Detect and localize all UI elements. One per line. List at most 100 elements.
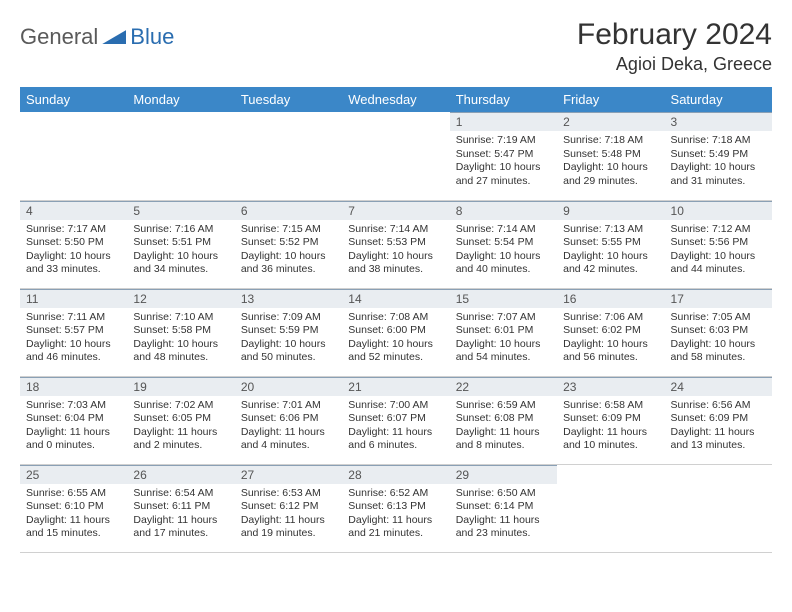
daylight-text: Daylight: 10 hours and 33 minutes. [26,250,121,277]
sunrise-text: Sunrise: 7:18 AM [671,134,766,148]
day-details: Sunrise: 7:14 AMSunset: 5:53 PMDaylight:… [342,220,449,282]
daylight-text: Daylight: 10 hours and 54 minutes. [456,338,551,365]
day-cell [665,464,772,552]
col-wed: Wednesday [342,87,449,112]
day-number: 23 [557,377,664,396]
col-fri: Friday [557,87,664,112]
day-cell: 14Sunrise: 7:08 AMSunset: 6:00 PMDayligh… [342,288,449,376]
daylight-text: Daylight: 11 hours and 10 minutes. [563,426,658,453]
day-number: 12 [127,289,234,308]
sunrise-text: Sunrise: 7:02 AM [133,399,228,413]
day-cell: 4Sunrise: 7:17 AMSunset: 5:50 PMDaylight… [20,200,127,288]
day-cell: 15Sunrise: 7:07 AMSunset: 6:01 PMDayligh… [450,288,557,376]
sunset-text: Sunset: 5:57 PM [26,324,121,338]
day-details: Sunrise: 7:08 AMSunset: 6:00 PMDaylight:… [342,308,449,370]
day-details: Sunrise: 7:05 AMSunset: 6:03 PMDaylight:… [665,308,772,370]
day-number: 17 [665,289,772,308]
day-number: 5 [127,201,234,220]
col-mon: Monday [127,87,234,112]
daylight-text: Daylight: 10 hours and 29 minutes. [563,161,658,188]
day-details: Sunrise: 7:14 AMSunset: 5:54 PMDaylight:… [450,220,557,282]
title-block: February 2024 Agioi Deka, Greece [577,18,772,75]
daylight-text: Daylight: 10 hours and 50 minutes. [241,338,336,365]
day-cell: 1Sunrise: 7:19 AMSunset: 5:47 PMDaylight… [450,112,557,200]
weekday-row: Sunday Monday Tuesday Wednesday Thursday… [20,87,772,112]
day-details: Sunrise: 7:03 AMSunset: 6:04 PMDaylight:… [20,396,127,458]
sunrise-text: Sunrise: 6:50 AM [456,487,551,501]
sunset-text: Sunset: 6:11 PM [133,500,228,514]
day-cell: 5Sunrise: 7:16 AMSunset: 5:51 PMDaylight… [127,200,234,288]
daylight-text: Daylight: 11 hours and 19 minutes. [241,514,336,541]
day-details: Sunrise: 7:06 AMSunset: 6:02 PMDaylight:… [557,308,664,370]
day-cell: 23Sunrise: 6:58 AMSunset: 6:09 PMDayligh… [557,376,664,464]
daylight-text: Daylight: 10 hours and 36 minutes. [241,250,336,277]
day-number: 3 [665,112,772,131]
daylight-text: Daylight: 11 hours and 4 minutes. [241,426,336,453]
day-number: 28 [342,465,449,484]
header: General Blue February 2024 Agioi Deka, G… [20,18,772,75]
day-details: Sunrise: 7:00 AMSunset: 6:07 PMDaylight:… [342,396,449,458]
day-number: 9 [557,201,664,220]
sunrise-text: Sunrise: 6:58 AM [563,399,658,413]
sunset-text: Sunset: 6:14 PM [456,500,551,514]
sunrise-text: Sunrise: 6:56 AM [671,399,766,413]
daylight-text: Daylight: 10 hours and 42 minutes. [563,250,658,277]
sunrise-text: Sunrise: 6:53 AM [241,487,336,501]
sunrise-text: Sunrise: 7:09 AM [241,311,336,325]
day-cell [235,112,342,200]
sunrise-text: Sunrise: 7:11 AM [26,311,121,325]
day-cell: 7Sunrise: 7:14 AMSunset: 5:53 PMDaylight… [342,200,449,288]
week-row: 18Sunrise: 7:03 AMSunset: 6:04 PMDayligh… [20,376,772,464]
day-cell: 8Sunrise: 7:14 AMSunset: 5:54 PMDaylight… [450,200,557,288]
day-number: 2 [557,112,664,131]
day-cell: 16Sunrise: 7:06 AMSunset: 6:02 PMDayligh… [557,288,664,376]
daylight-text: Daylight: 11 hours and 17 minutes. [133,514,228,541]
logo: General Blue [20,24,174,50]
day-cell: 12Sunrise: 7:10 AMSunset: 5:58 PMDayligh… [127,288,234,376]
sunrise-text: Sunrise: 7:12 AM [671,223,766,237]
day-details: Sunrise: 7:09 AMSunset: 5:59 PMDaylight:… [235,308,342,370]
sunset-text: Sunset: 6:04 PM [26,412,121,426]
day-number: 26 [127,465,234,484]
sunset-text: Sunset: 5:50 PM [26,236,121,250]
day-number: 14 [342,289,449,308]
daylight-text: Daylight: 11 hours and 0 minutes. [26,426,121,453]
day-cell: 2Sunrise: 7:18 AMSunset: 5:48 PMDaylight… [557,112,664,200]
daylight-text: Daylight: 10 hours and 40 minutes. [456,250,551,277]
day-cell: 27Sunrise: 6:53 AMSunset: 6:12 PMDayligh… [235,464,342,552]
day-cell: 19Sunrise: 7:02 AMSunset: 6:05 PMDayligh… [127,376,234,464]
sunset-text: Sunset: 6:09 PM [671,412,766,426]
calendar-body: 1Sunrise: 7:19 AMSunset: 5:47 PMDaylight… [20,112,772,552]
sunrise-text: Sunrise: 7:08 AM [348,311,443,325]
day-number: 16 [557,289,664,308]
daylight-text: Daylight: 11 hours and 6 minutes. [348,426,443,453]
page: General Blue February 2024 Agioi Deka, G… [0,0,792,553]
sunset-text: Sunset: 5:56 PM [671,236,766,250]
sunrise-text: Sunrise: 7:01 AM [241,399,336,413]
day-cell [557,464,664,552]
daylight-text: Daylight: 10 hours and 48 minutes. [133,338,228,365]
day-details: Sunrise: 7:11 AMSunset: 5:57 PMDaylight:… [20,308,127,370]
day-cell: 13Sunrise: 7:09 AMSunset: 5:59 PMDayligh… [235,288,342,376]
daylight-text: Daylight: 10 hours and 44 minutes. [671,250,766,277]
col-tue: Tuesday [235,87,342,112]
day-details: Sunrise: 7:12 AMSunset: 5:56 PMDaylight:… [665,220,772,282]
logo-word1: General [20,24,98,50]
sunrise-text: Sunrise: 6:59 AM [456,399,551,413]
day-number: 22 [450,377,557,396]
day-number: 4 [20,201,127,220]
daylight-text: Daylight: 11 hours and 13 minutes. [671,426,766,453]
day-cell: 22Sunrise: 6:59 AMSunset: 6:08 PMDayligh… [450,376,557,464]
day-number: 10 [665,201,772,220]
month-title: February 2024 [577,18,772,52]
sunrise-text: Sunrise: 7:10 AM [133,311,228,325]
sunset-text: Sunset: 6:10 PM [26,500,121,514]
daylight-text: Daylight: 10 hours and 34 minutes. [133,250,228,277]
day-number: 7 [342,201,449,220]
day-cell: 18Sunrise: 7:03 AMSunset: 6:04 PMDayligh… [20,376,127,464]
sunrise-text: Sunrise: 7:03 AM [26,399,121,413]
day-details: Sunrise: 6:56 AMSunset: 6:09 PMDaylight:… [665,396,772,458]
week-row: 11Sunrise: 7:11 AMSunset: 5:57 PMDayligh… [20,288,772,376]
day-details: Sunrise: 7:18 AMSunset: 5:49 PMDaylight:… [665,131,772,193]
day-cell [20,112,127,200]
